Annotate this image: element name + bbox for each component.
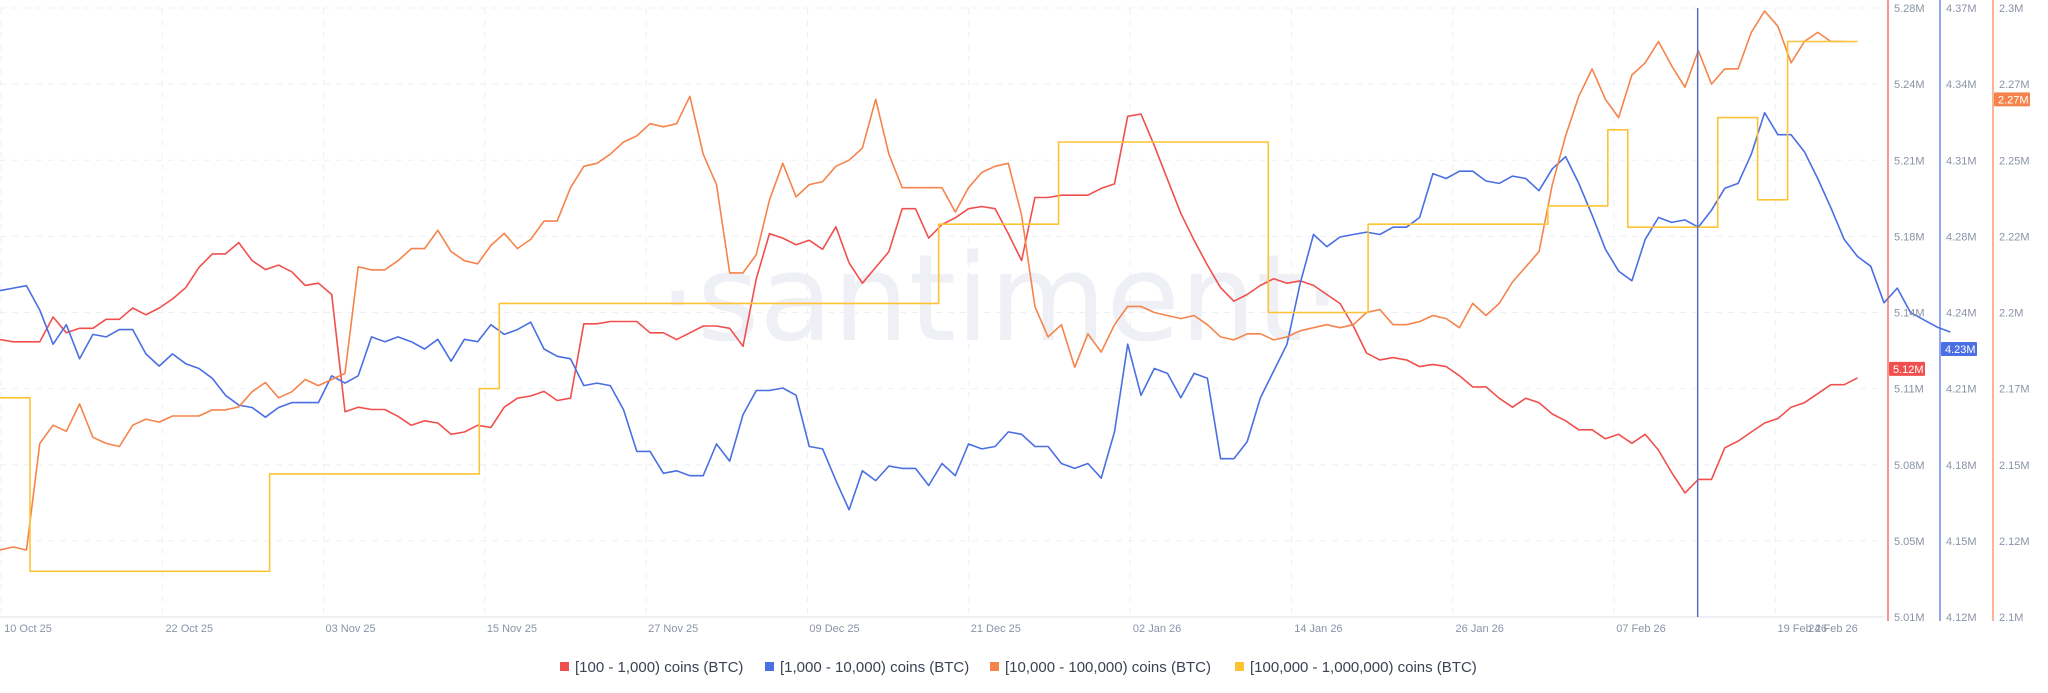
legend-swatch	[560, 662, 569, 671]
legend-label: [100,000 - 1,000,000) coins (BTC)	[1250, 659, 1477, 676]
y-tick-label-left: 5.18M	[1894, 231, 1925, 243]
y-tick-label-mid: 4.34M	[1946, 79, 1977, 91]
y-tick-label-left: 5.08M	[1894, 460, 1925, 472]
y-tick-label-right: 2.17M	[1999, 384, 2030, 396]
x-tick-label: 07 Feb 26	[1616, 623, 1666, 635]
y-tick-label-mid: 4.24M	[1946, 308, 1977, 320]
watermark: ·santiment·	[659, 230, 1342, 369]
legend: [100 - 1,000) coins (BTC) [1,000 - 10,000…	[560, 659, 1477, 676]
y-tick-label-right: 2.27M	[1999, 79, 2030, 91]
y-tick-label-mid: 4.28M	[1946, 231, 1977, 243]
legend-item[interactable]: [100,000 - 1,000,000) coins (BTC)	[1235, 659, 1477, 676]
x-tick-label: 22 Oct 25	[165, 623, 213, 635]
y-tick-label-mid: 4.12M	[1946, 612, 1977, 624]
legend-swatch	[765, 662, 774, 671]
y-tick-label-left: 5.24M	[1894, 79, 1925, 91]
y-tick-label-mid: 4.15M	[1946, 536, 1977, 548]
legend-label: [1,000 - 10,000) coins (BTC)	[780, 659, 969, 676]
legend-swatch	[990, 662, 999, 671]
y-tick-label-mid: 4.31M	[1946, 155, 1977, 167]
value-badge	[1994, 92, 2030, 107]
axes-layer: 5.28M 5.24M 5.21M 5.18M 5.14M 5.11M 5.08M 5.05M…	[4, 0, 2030, 635]
y-tick-label-right: 2.1M	[1999, 612, 2023, 624]
y-tick-label-right: 2.25M	[1999, 155, 2030, 167]
legend-item[interactable]: [10,000 - 100,000) coins (BTC)	[990, 659, 1211, 676]
badge-layer: 2.27M 4.23M 5.12M	[1889, 92, 2030, 376]
y-tick-label-left: 5.05M	[1894, 536, 1925, 548]
legend-label: [10,000 - 100,000) coins (BTC)	[1005, 659, 1211, 676]
value-badge	[1889, 361, 1925, 376]
value-badge-label: 2.27M	[1998, 94, 2029, 106]
y-tick-label-mid: 4.21M	[1946, 384, 1977, 396]
y-tick-label-left: 5.01M	[1894, 612, 1925, 624]
value-badge-label: 4.23M	[1945, 344, 1976, 356]
legend-swatch	[1235, 662, 1244, 671]
y-tick-label-left: 5.28M	[1894, 3, 1925, 15]
series-line-2[interactable]	[0, 111, 1951, 511]
x-tick-label: 26 Jan 26	[1456, 623, 1504, 635]
series-line-4[interactable]	[0, 40, 1858, 573]
y-tick-label-left: 5.11M	[1894, 384, 1924, 396]
x-tick-label: 19 Feb 26	[1778, 623, 1828, 635]
y-tick-label-right: 2.12M	[1999, 536, 2030, 548]
y-tick-label-right: 2.22M	[1999, 231, 2030, 243]
y-tick-label-left: 5.21M	[1894, 155, 1925, 167]
series-line-3[interactable]	[0, 10, 1845, 551]
x-tick-label: 21 Dec 25	[971, 623, 1021, 635]
y-tick-label-right: 2.15M	[1999, 460, 2030, 472]
x-tick-label: 27 Nov 25	[648, 623, 698, 635]
legend-item[interactable]: [100 - 1,000) coins (BTC)	[560, 659, 743, 676]
legend-label: [100 - 1,000) coins (BTC)	[575, 659, 743, 676]
y-tick-label-mid: 4.18M	[1946, 460, 1977, 472]
x-tick-label: 03 Nov 25	[326, 623, 376, 635]
value-badge-label: 5.12M	[1893, 364, 1924, 376]
x-tick-label: 15 Nov 25	[487, 623, 537, 635]
y-tick-label-right: 2.2M	[1999, 308, 2023, 320]
x-tick-label: 09 Dec 25	[809, 623, 859, 635]
series-line-1[interactable]	[0, 113, 1858, 494]
x-tick-label: 10 Oct 25	[4, 623, 52, 635]
y-tick-label-mid: 4.37M	[1946, 3, 1977, 15]
series-layer	[0, 8, 1951, 617]
x-tick-label: 24 Feb 26	[1808, 623, 1858, 635]
y-tick-label-right: 2.3M	[1999, 3, 2023, 15]
y-tick-label-left: 5.14M	[1894, 308, 1925, 320]
x-tick-label: 02 Jan 26	[1133, 623, 1181, 635]
legend-item[interactable]: [1,000 - 10,000) coins (BTC)	[765, 659, 969, 676]
x-tick-label: 14 Jan 26	[1294, 623, 1342, 635]
value-badge	[1941, 342, 1977, 357]
